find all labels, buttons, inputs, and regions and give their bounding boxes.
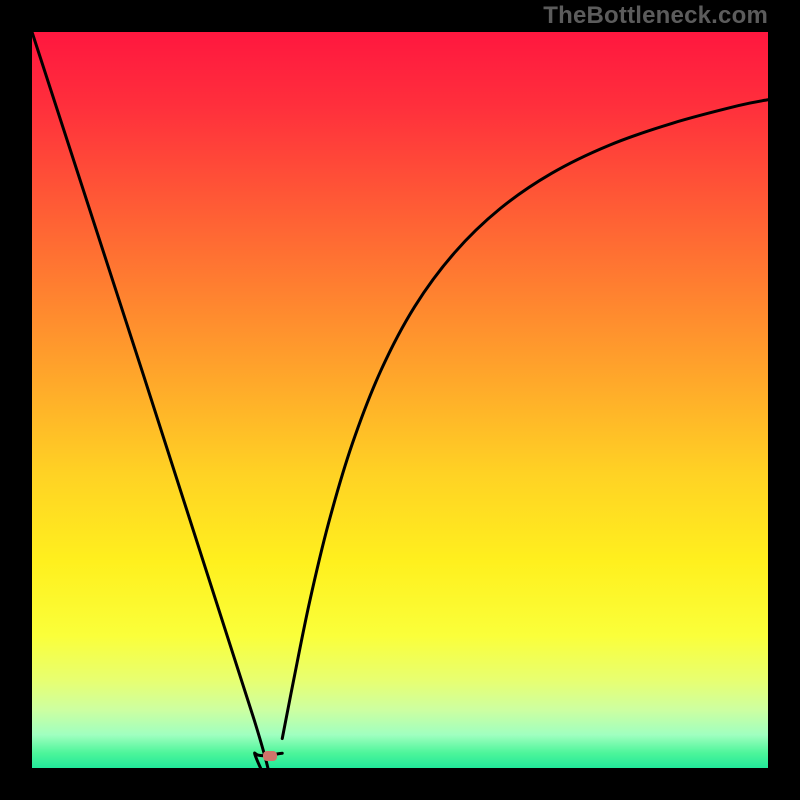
curve-left-branch — [32, 32, 282, 768]
chart-container: TheBottleneck.com — [0, 0, 800, 800]
plot-area — [32, 32, 768, 768]
bottleneck-curve — [32, 32, 768, 768]
watermark-text: TheBottleneck.com — [543, 2, 768, 30]
apex-marker — [263, 751, 277, 761]
curve-right-branch — [282, 100, 768, 739]
